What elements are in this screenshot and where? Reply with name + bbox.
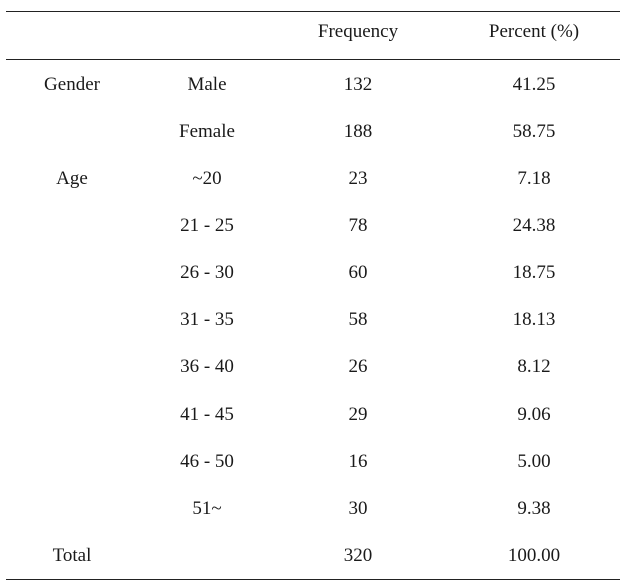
table-bottom-rule bbox=[6, 579, 620, 580]
row-frequency: 320 bbox=[343, 545, 373, 566]
row-frequency: 60 bbox=[348, 262, 368, 283]
table-top-rule bbox=[6, 11, 620, 12]
row-frequency: 23 bbox=[348, 168, 368, 189]
row-percent: 9.06 bbox=[517, 404, 551, 425]
row-percent: 8.12 bbox=[517, 356, 551, 377]
row-percent: 41.25 bbox=[512, 74, 556, 95]
table-header-rule bbox=[6, 59, 620, 60]
row-percent: 5.00 bbox=[517, 451, 551, 472]
row-subgroup-label: 21 - 25 bbox=[180, 215, 234, 236]
row-percent: 9.38 bbox=[517, 498, 551, 519]
row-frequency: 78 bbox=[348, 215, 368, 236]
row-group-label: Gender bbox=[44, 74, 100, 95]
row-subgroup-label: 41 - 45 bbox=[180, 404, 234, 425]
row-subgroup-label: ~20 bbox=[192, 168, 222, 189]
row-frequency: 58 bbox=[348, 309, 368, 330]
row-frequency: 30 bbox=[348, 498, 368, 519]
row-percent: 18.75 bbox=[512, 262, 556, 283]
row-frequency: 29 bbox=[348, 404, 368, 425]
row-subgroup-label: 46 - 50 bbox=[180, 451, 234, 472]
row-frequency: 188 bbox=[343, 121, 373, 142]
row-group-label: Age bbox=[56, 168, 88, 189]
row-percent: 58.75 bbox=[512, 121, 556, 142]
row-subgroup-label: 51~ bbox=[192, 498, 222, 519]
row-percent: 18.13 bbox=[512, 309, 556, 330]
demographics-table: Frequency Percent (%) Gender Male 132 41… bbox=[6, 0, 620, 583]
row-subgroup-label: Male bbox=[187, 74, 227, 95]
header-frequency: Frequency bbox=[317, 21, 399, 42]
row-group-label: Total bbox=[52, 545, 92, 566]
row-percent: 100.00 bbox=[507, 545, 561, 566]
header-percent: Percent (%) bbox=[488, 21, 580, 42]
row-percent: 7.18 bbox=[517, 168, 551, 189]
row-percent: 24.38 bbox=[512, 215, 556, 236]
row-frequency: 132 bbox=[343, 74, 373, 95]
row-frequency: 16 bbox=[348, 451, 368, 472]
row-subgroup-label: 31 - 35 bbox=[180, 309, 234, 330]
row-frequency: 26 bbox=[348, 356, 368, 377]
row-subgroup-label: 36 - 40 bbox=[180, 356, 234, 377]
row-subgroup-label: 26 - 30 bbox=[180, 262, 234, 283]
row-subgroup-label: Female bbox=[179, 121, 235, 142]
